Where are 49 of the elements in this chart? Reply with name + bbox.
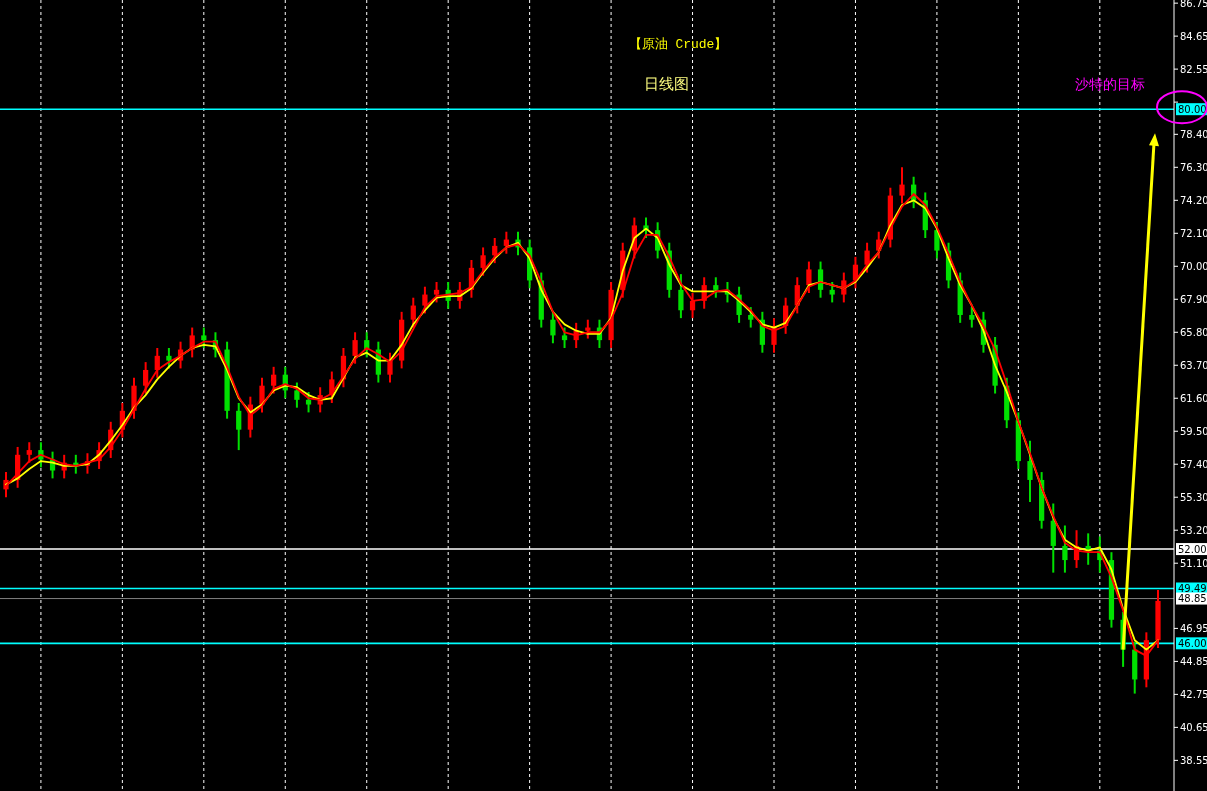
candlestick [236, 401, 242, 452]
candlestick [271, 365, 277, 395]
candlestick [294, 381, 300, 409]
candlestick [748, 306, 754, 329]
ref-line-label: 46.00 [1178, 637, 1207, 649]
candlestick [550, 310, 556, 345]
y-tick-label: 82.55 [1180, 63, 1207, 75]
candlestick [969, 306, 975, 329]
y-tick-label: 44.85 [1180, 655, 1207, 667]
candlestick [934, 221, 940, 260]
candlestick [899, 166, 905, 205]
candlestick [387, 351, 393, 384]
candlestick [678, 273, 684, 320]
text: 日线图 [643, 75, 689, 93]
candlestick [585, 318, 591, 340]
candlestick [864, 241, 870, 274]
candlestick [143, 361, 149, 395]
candlestick [829, 281, 835, 304]
candlestick [38, 441, 44, 469]
candlestick [492, 237, 498, 265]
text: 【原油 Crude】 [628, 36, 728, 52]
y-tick-label: 40.65 [1180, 721, 1207, 733]
annotation: 沙特的目标 [1075, 76, 1145, 93]
candlestick [561, 326, 568, 349]
y-tick-label: 42.75 [1180, 688, 1207, 700]
y-tick-label: 38.55 [1180, 754, 1207, 766]
candlestick [713, 276, 719, 299]
candlestick [1027, 439, 1033, 503]
y-tick-label: 86.75 [1180, 0, 1207, 9]
y-tick-label: 84.65 [1180, 30, 1207, 42]
ref-line-label: 52.00 [1178, 543, 1207, 555]
candlestick [480, 246, 486, 277]
candlestick [433, 281, 440, 304]
candlestick [26, 441, 32, 464]
candlestick [806, 260, 812, 294]
candlestick [305, 390, 312, 414]
candlestick [771, 317, 777, 354]
ref-line-label: 49.49 [1178, 583, 1207, 594]
ref-line-label: 48.85 [1178, 593, 1207, 605]
candlestick [422, 285, 428, 315]
ref-line-label: 80.00 [1178, 103, 1207, 115]
candlestick [410, 296, 416, 329]
candlestick [1062, 524, 1068, 574]
candlestick [352, 331, 358, 365]
candlestick [201, 326, 207, 349]
y-tick-label: 46.95 [1180, 622, 1207, 634]
candlestick [259, 376, 265, 414]
candlestick [503, 230, 509, 255]
candlestick [817, 260, 824, 299]
